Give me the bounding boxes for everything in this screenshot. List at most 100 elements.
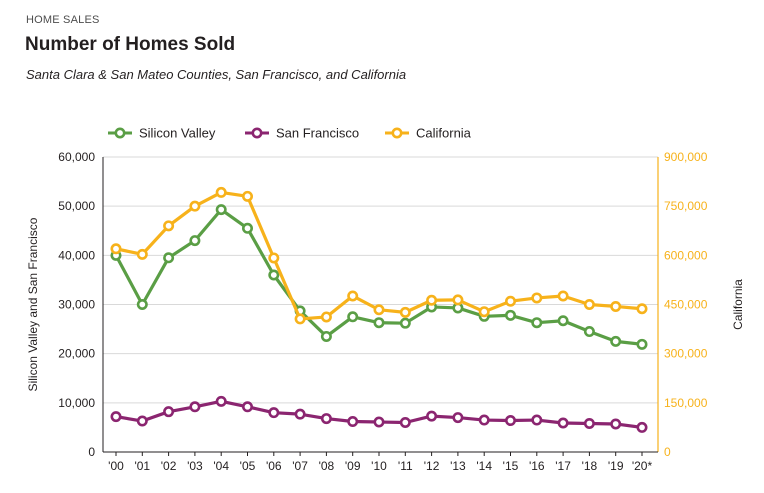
left-tick-label: 0 [88, 445, 95, 459]
data-point-california [531, 292, 543, 304]
x-tick-label: '03 [187, 459, 203, 473]
chart-subtitle: Santa Clara & San Mateo Counties, San Fr… [26, 67, 407, 82]
x-tick-label: '09 [345, 459, 361, 473]
data-point-california [110, 243, 122, 255]
x-tick-label: '19 [608, 459, 624, 473]
data-point-silicon-valley [215, 204, 227, 216]
left-tick-label: 10,000 [58, 396, 95, 410]
chart-title: Number of Homes Sold [25, 34, 236, 55]
data-point-san-francisco [373, 416, 385, 428]
x-tick-label: '02 [161, 459, 177, 473]
data-point-san-francisco [531, 414, 543, 426]
right-tick-label: 900,000 [664, 150, 708, 164]
x-tick-label: '01 [134, 459, 150, 473]
data-point-san-francisco [452, 412, 464, 424]
left-tick-label: 20,000 [58, 347, 95, 361]
legend-label-silicon-valley: Silicon Valley [139, 126, 216, 141]
legend-marker-california [391, 127, 403, 139]
right-axis-title: California [731, 279, 745, 330]
data-point-silicon-valley [320, 330, 332, 342]
data-point-california [504, 295, 516, 307]
data-point-silicon-valley [583, 326, 595, 338]
data-point-san-francisco [504, 415, 516, 427]
data-point-silicon-valley [163, 252, 175, 264]
left-tick-label: 40,000 [58, 248, 95, 262]
legend-label-san-francisco: San Francisco [276, 126, 359, 141]
left-tick-label: 30,000 [58, 298, 95, 312]
data-point-silicon-valley [373, 317, 385, 329]
data-point-california [136, 248, 148, 260]
data-point-california [636, 303, 648, 315]
data-point-san-francisco [557, 417, 569, 429]
right-tick-label: 750,000 [664, 199, 708, 213]
x-tick-label: '06 [266, 459, 282, 473]
data-point-san-francisco [583, 417, 595, 429]
data-point-california [268, 252, 280, 264]
data-point-california [610, 300, 622, 312]
right-tick-label: 150,000 [664, 396, 708, 410]
x-tick-label: '20* [632, 459, 653, 473]
x-tick-label: '17 [555, 459, 571, 473]
data-point-san-francisco [636, 421, 648, 433]
data-point-california [320, 311, 332, 323]
x-tick-label: '07 [292, 459, 308, 473]
data-point-san-francisco [347, 416, 359, 428]
data-point-san-francisco [189, 401, 201, 413]
data-point-san-francisco [294, 408, 306, 420]
data-point-san-francisco [136, 415, 148, 427]
left-axis-title: Silicon Valley and San Francisco [26, 217, 40, 391]
data-point-san-francisco [478, 414, 490, 426]
data-point-san-francisco [110, 411, 122, 423]
data-point-silicon-valley [557, 315, 569, 327]
x-tick-label: '13 [450, 459, 466, 473]
right-tick-label: 450,000 [664, 298, 708, 312]
x-tick-label: '10 [371, 459, 387, 473]
data-point-silicon-valley [347, 311, 359, 323]
data-point-california [557, 290, 569, 302]
right-tick-label: 300,000 [664, 347, 708, 361]
data-point-california [242, 190, 254, 202]
data-point-san-francisco [163, 406, 175, 418]
x-tick-label: '11 [398, 459, 413, 473]
x-tick-label: '12 [424, 459, 440, 473]
legend-marker-silicon-valley [114, 127, 126, 139]
data-point-san-francisco [215, 395, 227, 407]
data-point-california [215, 186, 227, 198]
data-point-california [478, 306, 490, 318]
data-point-california [452, 294, 464, 306]
data-point-silicon-valley [504, 309, 516, 321]
data-point-san-francisco [399, 416, 411, 428]
data-point-california [294, 313, 306, 325]
data-point-silicon-valley [189, 235, 201, 247]
right-tick-label: 600,000 [664, 248, 708, 262]
data-point-silicon-valley [636, 338, 648, 350]
data-point-silicon-valley [531, 317, 543, 329]
x-tick-label: '18 [582, 459, 598, 473]
data-point-san-francisco [268, 407, 280, 419]
data-point-california [583, 298, 595, 310]
x-tick-label: '15 [503, 459, 519, 473]
data-point-california [426, 294, 438, 306]
data-point-silicon-valley [268, 269, 280, 281]
legend-label-california: California [416, 126, 472, 141]
data-point-san-francisco [426, 410, 438, 422]
data-point-california [399, 306, 411, 318]
data-point-san-francisco [610, 418, 622, 430]
x-tick-label: '14 [476, 459, 492, 473]
data-point-california [347, 290, 359, 302]
data-point-silicon-valley [399, 317, 411, 329]
legend-marker-san-francisco [251, 127, 263, 139]
x-tick-label: '08 [319, 459, 335, 473]
data-point-san-francisco [242, 401, 254, 413]
left-tick-label: 50,000 [58, 199, 95, 213]
data-point-silicon-valley [136, 298, 148, 310]
data-point-california [163, 220, 175, 232]
x-tick-label: '00 [108, 459, 124, 473]
left-tick-label: 60,000 [58, 150, 95, 164]
x-tick-label: '04 [213, 459, 229, 473]
data-point-silicon-valley [610, 335, 622, 347]
x-tick-label: '05 [240, 459, 256, 473]
data-point-silicon-valley [242, 222, 254, 234]
data-point-california [189, 200, 201, 212]
